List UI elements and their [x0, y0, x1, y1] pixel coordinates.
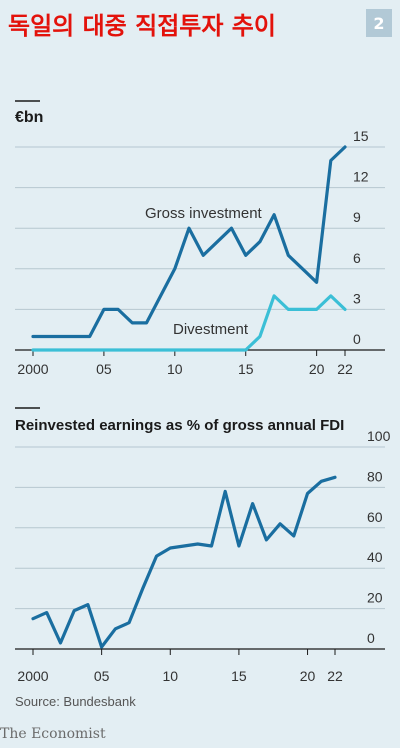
y-tick-label: 3 — [353, 290, 361, 306]
x-tick-label: 05 — [94, 668, 110, 684]
series-line-2 — [31, 294, 347, 352]
y-tick-label: 6 — [353, 250, 361, 266]
x-tick-label: 05 — [96, 361, 112, 377]
panel-title: €bn — [15, 109, 43, 126]
series-line-1 — [31, 145, 347, 339]
x-tick-label: 15 — [231, 668, 247, 684]
x-tick-label: 10 — [167, 361, 183, 377]
y-tick-label: 9 — [353, 209, 361, 225]
publisher-logo: The Economist — [0, 726, 106, 742]
chart-panel-1: €bn 0 3 6 9 12 15 2000 05 10 15 20 22 Gross investmen… — [15, 100, 385, 377]
y-tick-label: 100 — [367, 428, 391, 444]
x-tick-label: 10 — [162, 668, 178, 684]
y-tick-label: 15 — [353, 128, 369, 144]
x-tick-label: 20 — [300, 668, 316, 684]
y-tick-label: 0 — [353, 331, 361, 347]
y-tick-label: 60 — [367, 509, 383, 525]
source-note: Source: Bundesbank — [15, 694, 136, 709]
x-tick-label: 22 — [337, 361, 353, 377]
chart-panel-2: Reinvested earnings as % of gross annual… — [15, 407, 391, 684]
series-label: Divestment — [173, 321, 249, 338]
chart-title-korean: 독일의 대중 직접투자 추이 — [8, 12, 276, 40]
x-tick-label: 2000 — [17, 668, 48, 684]
y-tick-label: 20 — [367, 590, 383, 606]
y-tick-label: 40 — [367, 549, 383, 565]
y-tick-label: 0 — [367, 630, 375, 646]
chart-number-badge: 2 — [366, 9, 392, 37]
series-label: Gross investment — [145, 205, 263, 222]
series-line-1 — [31, 475, 337, 649]
y-tick-label: 12 — [353, 169, 369, 185]
x-tick-label: 20 — [309, 361, 325, 377]
x-tick-label: 22 — [327, 668, 343, 684]
panel-title: Reinvested earnings as % of gross annual… — [15, 417, 344, 434]
x-tick-label: 15 — [238, 361, 254, 377]
y-tick-label: 80 — [367, 468, 383, 484]
x-tick-label: 2000 — [17, 361, 48, 377]
